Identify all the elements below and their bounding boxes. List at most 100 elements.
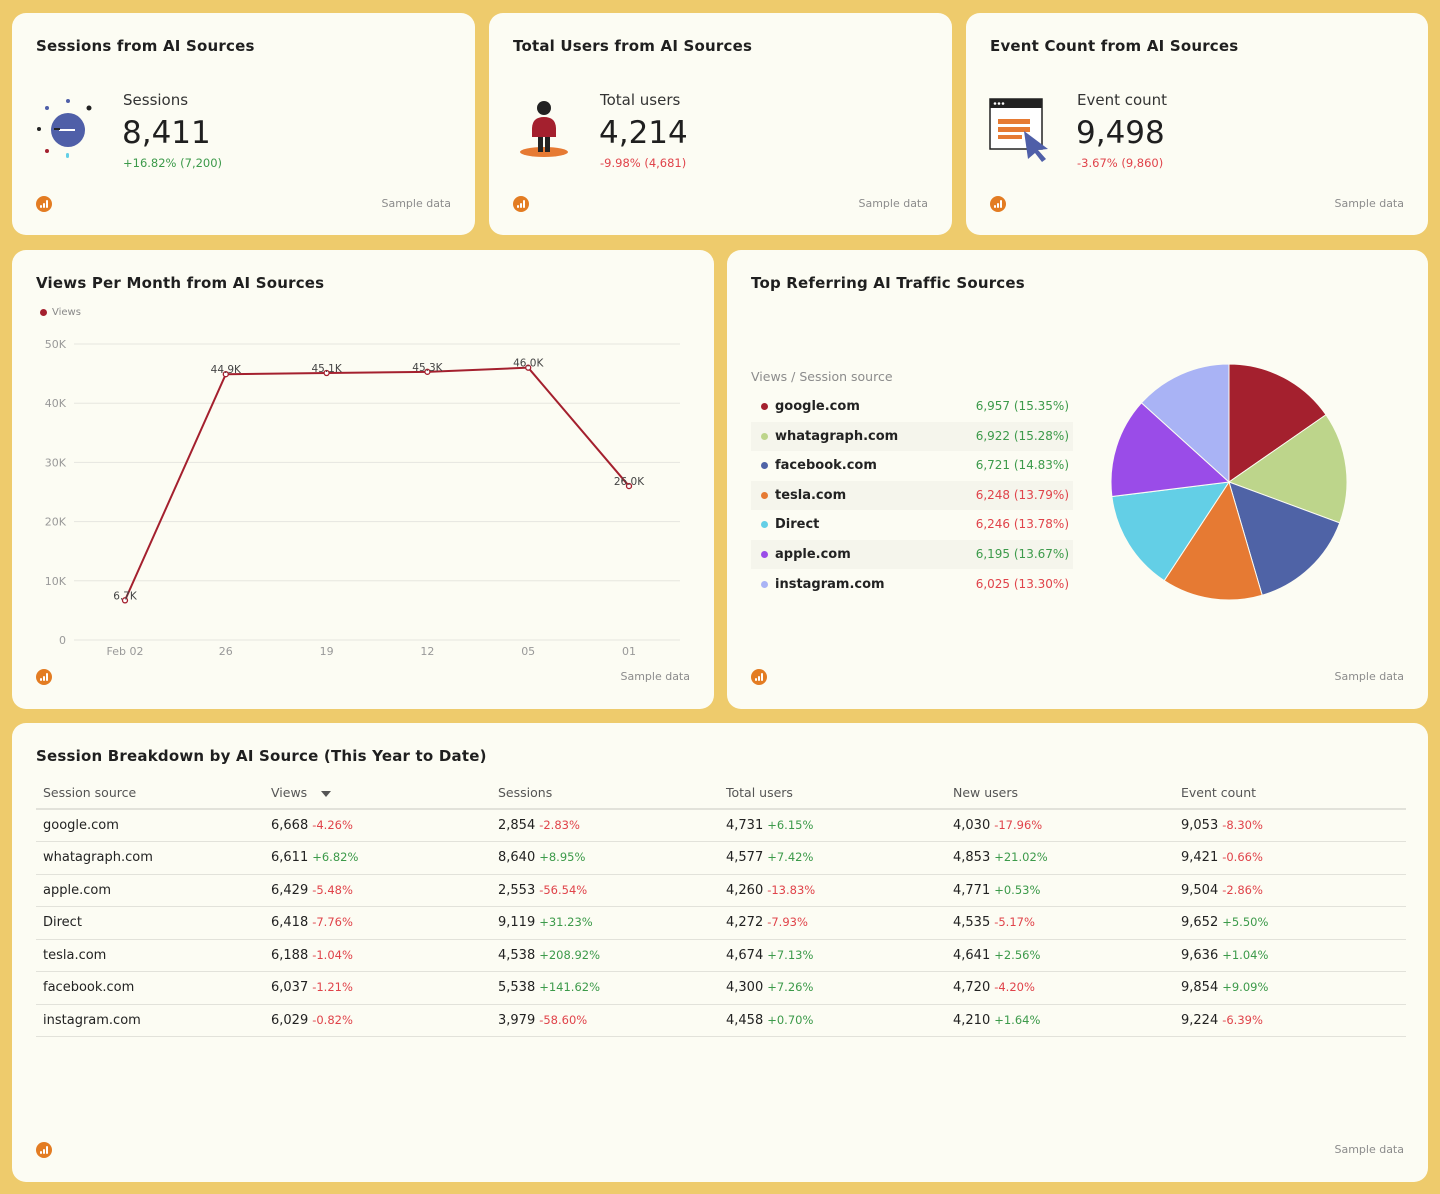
source-name: facebook.com xyxy=(775,458,877,474)
cell-metric: 4,853 +21.02% xyxy=(946,841,1174,875)
sample-data-note: Sample data xyxy=(1334,197,1404,210)
analytics-logo-icon xyxy=(513,196,529,212)
source-name: Direct xyxy=(775,517,820,533)
card-title: Event Count from AI Sources xyxy=(990,37,1239,55)
x-tick-label: 12 xyxy=(420,645,434,658)
kpi-delta: -3.67% (9,860) xyxy=(1077,156,1164,170)
legend-dot xyxy=(761,491,768,499)
y-tick-label: 10K xyxy=(45,575,67,588)
kpi-value: 4,214 xyxy=(599,115,688,151)
pie-legend-row[interactable]: google.com 6,957 (15.35%) xyxy=(751,392,1073,421)
views-line-chart: 0 10K 20K 30K 40K 50K Feb 02 26 19 12 05 01 6.7K 44.9… xyxy=(45,338,680,658)
views-chart-card: Views Per Month from AI Sources Views 0 1… xyxy=(12,250,714,709)
card-title: Views Per Month from AI Sources xyxy=(36,274,325,292)
pie-slice[interactable] xyxy=(1163,480,1263,601)
legend-dot xyxy=(761,521,768,529)
source-value: 6,195 (13.67%) xyxy=(975,547,1069,561)
cell-metric: 2,553 -56.54% xyxy=(491,874,719,907)
cell-metric: 3,979 -58.60% xyxy=(491,1004,719,1037)
kpi-card-total-users: Total Users from AI Sources Total users … xyxy=(489,13,952,235)
kpi-delta: +16.82% (7,200) xyxy=(123,156,223,170)
cell-source: tesla.com xyxy=(36,939,264,972)
pie-slice[interactable] xyxy=(1111,481,1231,582)
col-session-source[interactable]: Session source xyxy=(36,777,264,810)
table-row: tesla.com 6,188 -1.04% 4,538 +208.92% 4,674 +7… xyxy=(36,939,1406,972)
data-label: 44.9K xyxy=(211,364,242,376)
cell-metric: 4,030 -17.96% xyxy=(946,809,1174,842)
table-row: facebook.com 6,037 -1.21% 5,538 +141.62% 4,30… xyxy=(36,971,1406,1005)
source-value: 6,025 (13.30%) xyxy=(975,576,1069,591)
kpi-card-sessions: Sessions from AI Sources Sessions 8,411 … xyxy=(12,13,475,235)
kpi-value: 9,498 xyxy=(1076,115,1165,151)
data-point xyxy=(625,482,633,490)
source-value: 6,246 (13.78%) xyxy=(975,517,1069,532)
sort-desc-icon[interactable] xyxy=(321,790,332,797)
cell-metric: 6,429 -5.48% xyxy=(264,874,491,907)
pie-legend-row[interactable]: whatagraph.com 6,922 (15.28%) xyxy=(751,421,1073,451)
col-total-users[interactable]: Total users xyxy=(719,777,946,810)
analytics-logo-icon xyxy=(36,669,52,685)
referring-sources-card: Top Referring AI Traffic Sources Views /… xyxy=(727,250,1428,709)
x-tick-label: 26 xyxy=(219,645,233,658)
session-breakdown-table: Session source Views Sessions Total user… xyxy=(36,777,1406,1037)
pie-legend-header: Views / Session source xyxy=(751,369,893,384)
pie-legend-row[interactable]: facebook.com 6,721 (14.83%) xyxy=(751,451,1073,480)
cell-metric: 9,636 +1.04% xyxy=(1174,939,1406,972)
cell-metric: 9,119 +31.23% xyxy=(491,906,719,940)
col-sessions[interactable]: Sessions xyxy=(491,777,719,810)
col-event-count[interactable]: Event count xyxy=(1174,777,1406,810)
kpi-label: Sessions xyxy=(123,91,189,109)
views-series-line xyxy=(124,366,630,601)
legend-label: Views xyxy=(52,307,81,318)
pie-slice[interactable] xyxy=(1228,481,1341,596)
legend-dot xyxy=(761,462,768,470)
y-tick-label: 0 xyxy=(59,634,66,647)
cell-metric: 6,029 -0.82% xyxy=(264,1004,491,1037)
pie-legend-row[interactable]: apple.com 6,195 (13.67%) xyxy=(751,540,1073,569)
pie-slice[interactable] xyxy=(1228,363,1327,483)
ai-sun-icon xyxy=(37,99,92,158)
pie-legend-row[interactable]: tesla.com 6,248 (13.79%) xyxy=(751,480,1073,510)
card-title: Session Breakdown by AI Source (This Yea… xyxy=(36,747,487,765)
cell-metric: 2,854 -2.83% xyxy=(491,809,719,842)
cell-metric: 9,652 +5.50% xyxy=(1174,906,1406,940)
card-title: Sessions from AI Sources xyxy=(36,37,255,55)
cell-source: whatagraph.com xyxy=(36,841,264,875)
x-tick-label: 05 xyxy=(521,645,535,658)
legend-dot xyxy=(40,308,47,316)
data-point xyxy=(323,369,330,377)
cell-metric: 6,418 -7.76% xyxy=(264,906,491,940)
pie-legend-row[interactable]: Direct 6,246 (13.78%) xyxy=(751,510,1073,539)
sample-data-note: Sample data xyxy=(1334,670,1404,683)
table-row: google.com 6,668 -4.26% 2,854 -2.83% 4,731 +6.… xyxy=(36,809,1406,842)
data-point xyxy=(222,371,229,378)
card-title: Total Users from AI Sources xyxy=(513,37,753,55)
data-label: 26.0K xyxy=(614,476,645,488)
pie-slice[interactable] xyxy=(1140,363,1230,484)
pie-slice[interactable] xyxy=(1110,402,1231,498)
cell-metric: 9,421 -0.66% xyxy=(1174,841,1406,875)
cell-metric: 5,538 +141.62% xyxy=(491,971,719,1005)
kpi-delta: -9.98% (4,681) xyxy=(600,156,687,170)
source-name: whatagraph.com xyxy=(775,428,899,444)
col-new-users[interactable]: New users xyxy=(946,777,1174,810)
cell-metric: 4,720 -4.20% xyxy=(946,971,1174,1005)
cell-source: Direct xyxy=(36,906,264,940)
data-point xyxy=(424,368,431,375)
y-tick-label: 30K xyxy=(45,456,67,469)
analytics-logo-icon xyxy=(990,196,1006,212)
kpi-card-event-count: Event Count from AI Sources Event count … xyxy=(966,13,1428,235)
pie-slice[interactable] xyxy=(1227,414,1348,524)
user-icon xyxy=(520,101,568,157)
session-breakdown-card: Session Breakdown by AI Source (This Yea… xyxy=(12,723,1428,1182)
col-views[interactable]: Views xyxy=(264,777,491,810)
pie-legend-row[interactable]: instagram.com 6,025 (13.30%) xyxy=(751,570,1073,599)
table-header-row: Session source Views Sessions Total user… xyxy=(36,777,1406,810)
table-row: instagram.com 6,029 -0.82% 3,979 -58.60% 4,45… xyxy=(36,1004,1406,1037)
source-name: google.com xyxy=(775,399,860,414)
cell-metric: 6,188 -1.04% xyxy=(264,939,491,972)
cell-metric: 9,854 +9.09% xyxy=(1174,971,1406,1005)
source-name: tesla.com xyxy=(775,487,847,503)
cell-source: facebook.com xyxy=(36,971,264,1005)
cell-source: instagram.com xyxy=(36,1004,264,1037)
